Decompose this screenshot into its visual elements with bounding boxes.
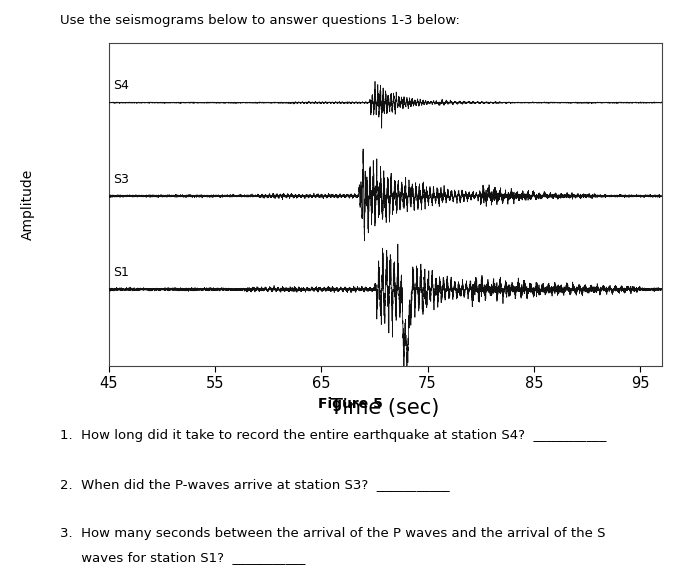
Text: S1: S1 <box>113 266 129 279</box>
Text: Use the seismograms below to answer questions 1-3 below:: Use the seismograms below to answer ques… <box>60 14 459 28</box>
X-axis label: Time (sec): Time (sec) <box>330 398 440 418</box>
Text: 1.  How long did it take to record the entire earthquake at station S4?  _______: 1. How long did it take to record the en… <box>60 429 606 442</box>
Text: 2.  When did the P-waves arrive at station S3?  ___________: 2. When did the P-waves arrive at statio… <box>60 478 449 491</box>
Text: Figure 5: Figure 5 <box>318 397 382 411</box>
Text: 3.  How many seconds between the arrival of the P waves and the arrival of the S: 3. How many seconds between the arrival … <box>60 527 605 540</box>
Text: S4: S4 <box>113 79 129 92</box>
Text: S3: S3 <box>113 173 129 185</box>
Text: waves for station S1?  ___________: waves for station S1? ___________ <box>60 551 305 564</box>
Text: Amplitude: Amplitude <box>21 169 35 240</box>
